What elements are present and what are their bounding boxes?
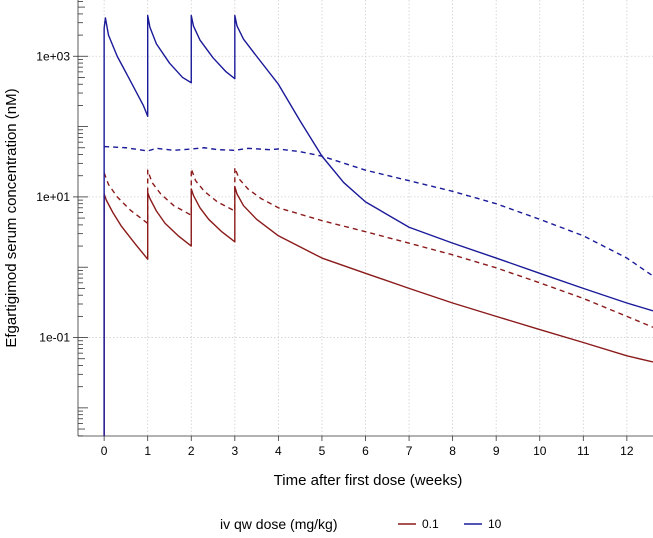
axes bbox=[73, 0, 653, 441]
grid-lines bbox=[78, 0, 653, 436]
legend-label-0.1: 0.1 bbox=[422, 517, 439, 531]
series-layer bbox=[103, 14, 653, 436]
y-tick-label: 1e-01 bbox=[39, 331, 70, 345]
x-tick-label: 1 bbox=[144, 444, 151, 458]
x-tick-label: 8 bbox=[449, 444, 456, 458]
legend-title: iv qw dose (mg/kg) bbox=[220, 516, 337, 532]
y-tick-labels: 1e-01 1e+01 1e+03 bbox=[36, 49, 70, 344]
x-axis-title: Time after first dose (weeks) bbox=[274, 472, 463, 489]
series-line-10-solid bbox=[103, 14, 653, 436]
series-line-10-dashed bbox=[104, 145, 653, 277]
series-line-0.1-dashed bbox=[103, 167, 653, 328]
x-tick-label: 3 bbox=[231, 444, 238, 458]
x-tick-label: 0 bbox=[101, 444, 108, 458]
x-tick-label: 12 bbox=[620, 444, 634, 458]
x-tick-label: 9 bbox=[493, 444, 500, 458]
x-tick-labels: 0 1 2 3 4 5 6 7 8 9 10 11 12 bbox=[101, 444, 634, 458]
y-axis-title: Efgartigimod serum concentration (nM) bbox=[3, 88, 20, 347]
x-tick-label: 2 bbox=[188, 444, 195, 458]
legend-label-10: 10 bbox=[488, 517, 502, 531]
x-tick-label: 4 bbox=[275, 444, 282, 458]
legend: iv qw dose (mg/kg) 0.1 10 bbox=[220, 516, 502, 532]
x-tick-label: 10 bbox=[533, 444, 547, 458]
x-tick-label: 6 bbox=[362, 444, 369, 458]
x-tick-label: 11 bbox=[577, 444, 590, 458]
y-tick-label: 1e+03 bbox=[36, 49, 70, 63]
series-line-0.1-solid bbox=[103, 185, 653, 436]
x-tick-label: 7 bbox=[406, 444, 413, 458]
x-tick-label: 5 bbox=[319, 444, 326, 458]
y-tick-label: 1e+01 bbox=[36, 190, 70, 204]
